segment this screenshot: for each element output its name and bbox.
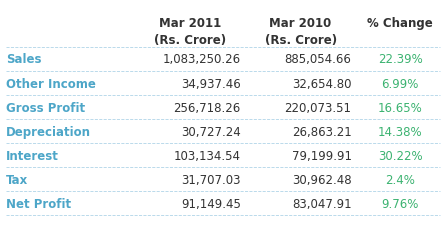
Text: 91,149.45: 91,149.45 — [181, 197, 241, 210]
Text: 1,083,250.26: 1,083,250.26 — [163, 53, 241, 66]
Text: Tax: Tax — [6, 173, 28, 186]
Text: 6.99%: 6.99% — [382, 77, 419, 90]
Text: % Change: % Change — [368, 17, 433, 30]
Text: Other Income: Other Income — [6, 77, 96, 90]
Text: 14.38%: 14.38% — [378, 125, 423, 138]
Text: Mar 2011
(Rs. Crore): Mar 2011 (Rs. Crore) — [154, 17, 226, 47]
Text: 83,047.91: 83,047.91 — [292, 197, 351, 210]
Text: Mar 2010
(Rs. Crore): Mar 2010 (Rs. Crore) — [264, 17, 337, 47]
Text: 885,054.66: 885,054.66 — [285, 53, 351, 66]
Text: 16.65%: 16.65% — [378, 101, 423, 114]
Text: Sales: Sales — [6, 53, 41, 66]
Text: 30.22%: 30.22% — [378, 149, 423, 162]
Text: 22.39%: 22.39% — [378, 53, 423, 66]
Text: 9.76%: 9.76% — [382, 197, 419, 210]
Text: 220,073.51: 220,073.51 — [285, 101, 351, 114]
Text: 2.4%: 2.4% — [385, 173, 415, 186]
Text: 34,937.46: 34,937.46 — [181, 77, 241, 90]
Text: Net Profit: Net Profit — [6, 197, 71, 210]
Text: 79,199.91: 79,199.91 — [292, 149, 351, 162]
Text: Depreciation: Depreciation — [6, 125, 91, 138]
Text: 103,134.54: 103,134.54 — [174, 149, 241, 162]
Text: Interest: Interest — [6, 149, 59, 162]
Text: 32,654.80: 32,654.80 — [292, 77, 351, 90]
Text: 30,727.24: 30,727.24 — [181, 125, 241, 138]
Text: 256,718.26: 256,718.26 — [173, 101, 241, 114]
Text: Gross Profit: Gross Profit — [6, 101, 85, 114]
Text: 30,962.48: 30,962.48 — [292, 173, 351, 186]
Text: 26,863.21: 26,863.21 — [292, 125, 351, 138]
Text: 31,707.03: 31,707.03 — [181, 173, 241, 186]
